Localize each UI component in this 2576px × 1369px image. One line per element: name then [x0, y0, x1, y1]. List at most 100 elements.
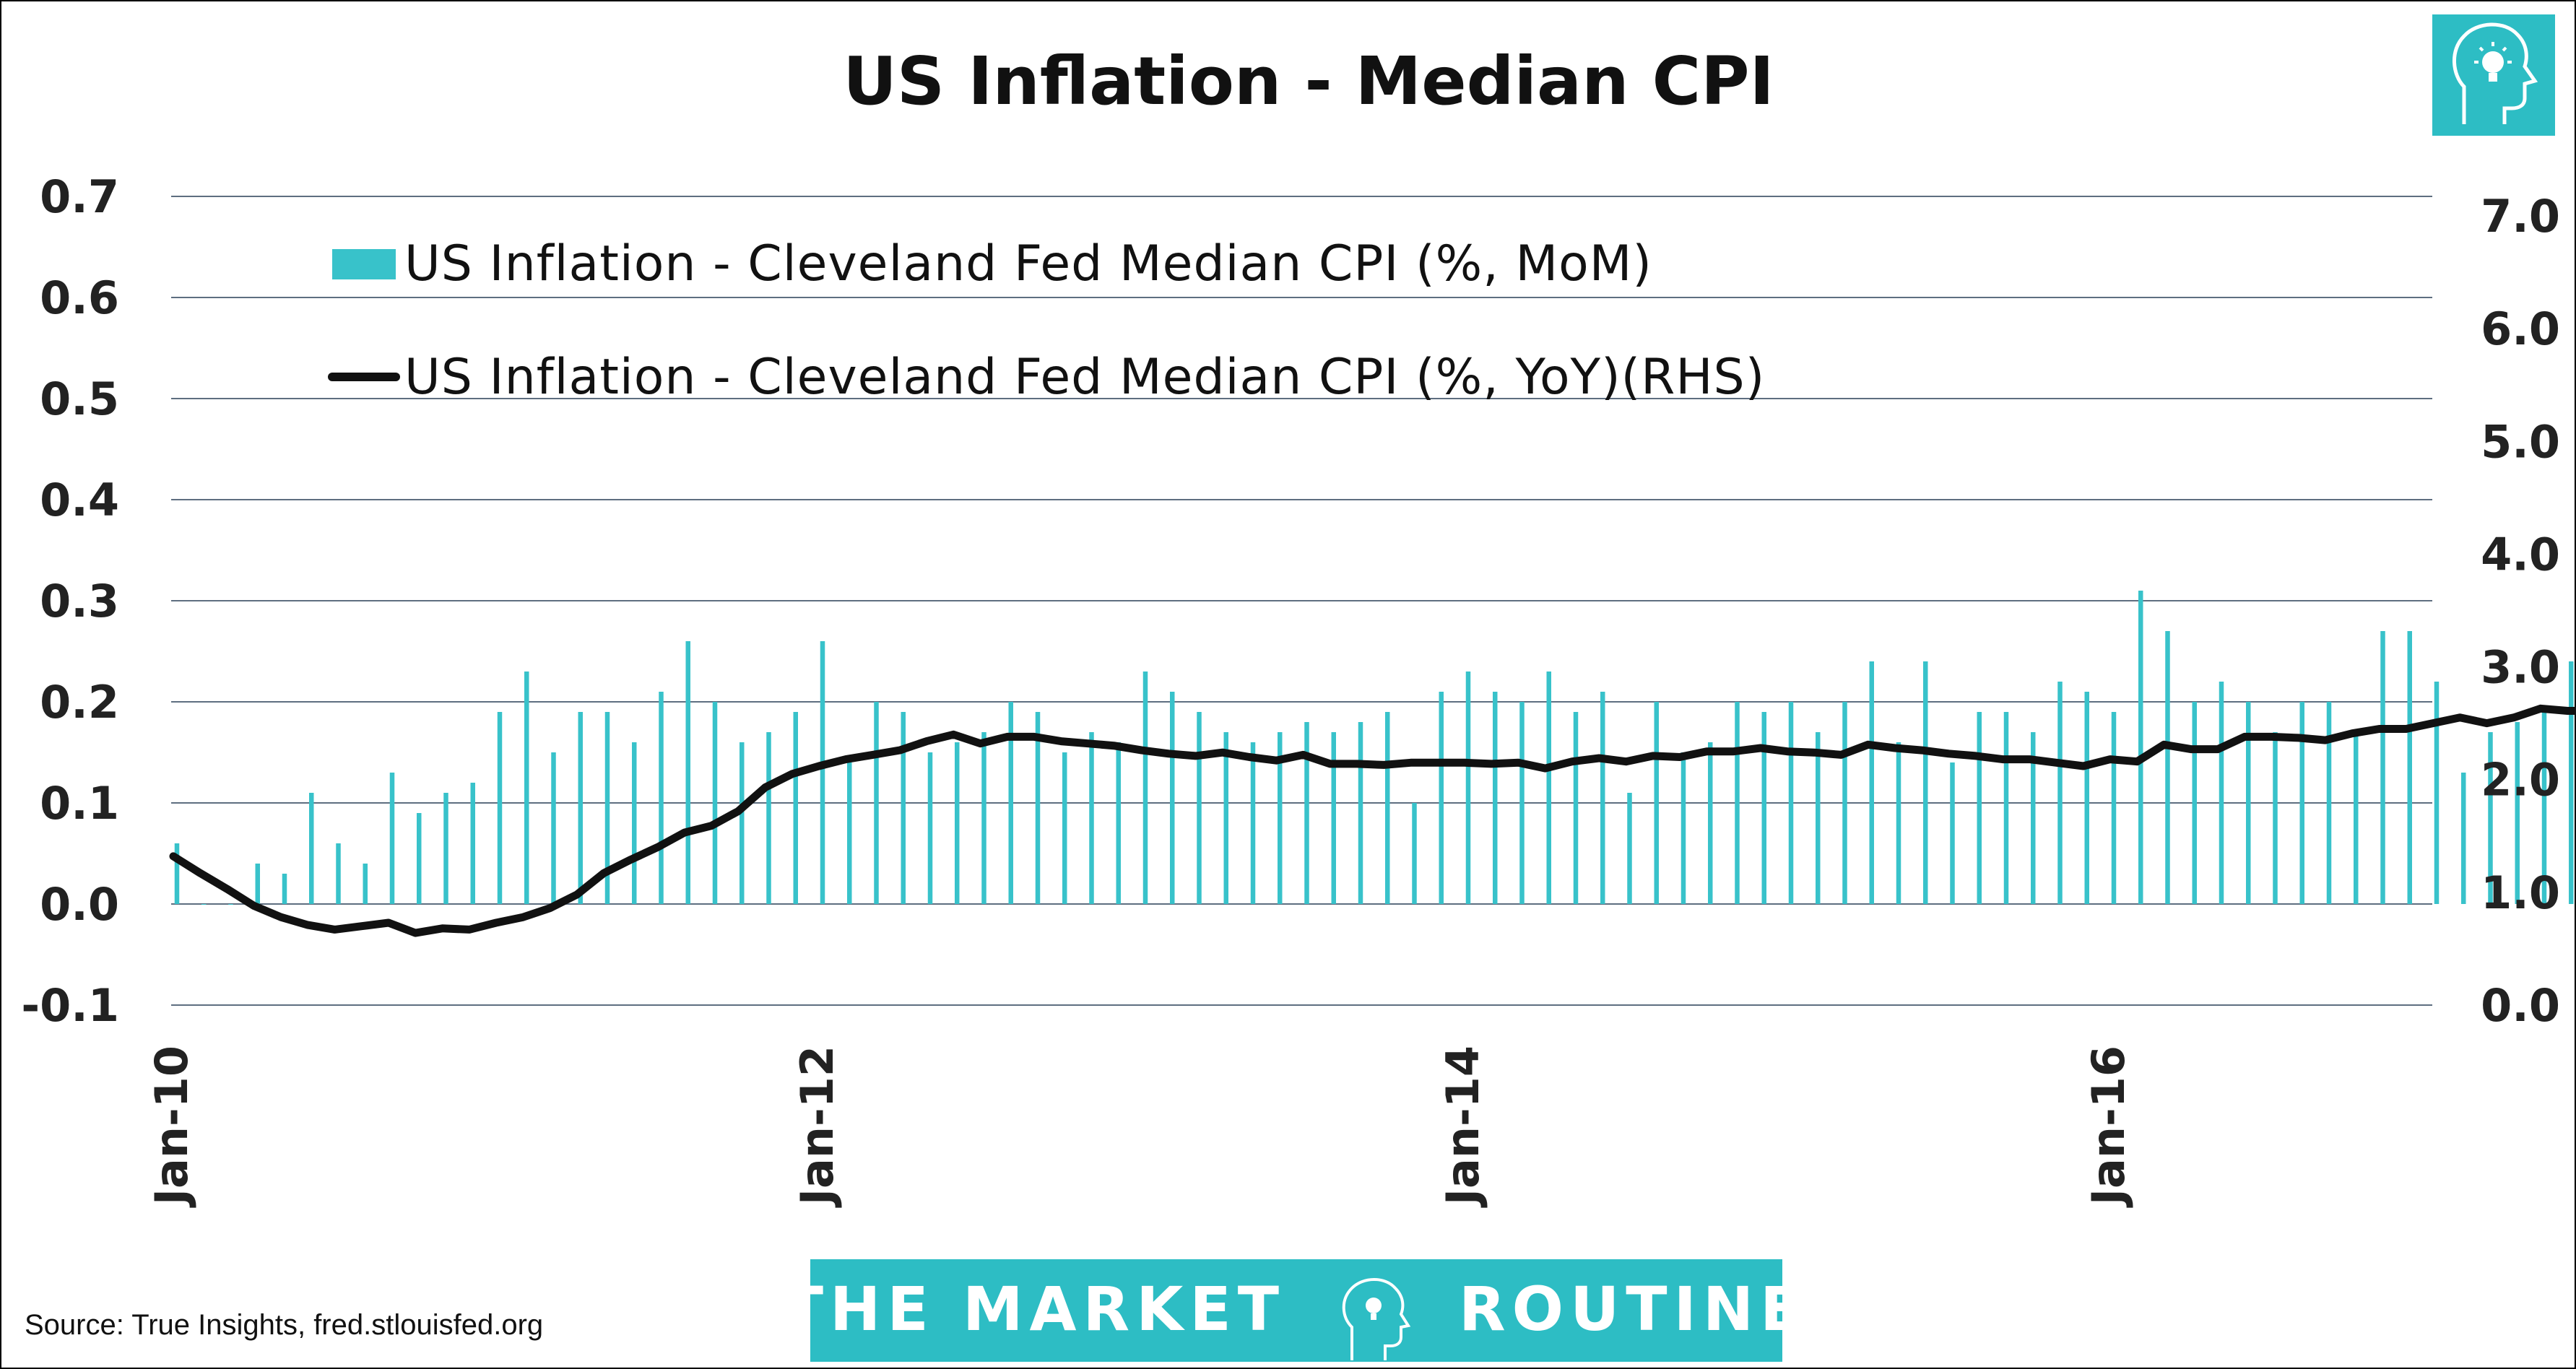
bar — [255, 864, 260, 904]
source-note: Source: True Insights, fred.stlouisfed.o… — [25, 1309, 543, 1341]
x-tick-label: Jan-16 — [2082, 1046, 2135, 1208]
bar — [847, 762, 852, 904]
bar — [2488, 732, 2493, 904]
bar — [740, 742, 745, 904]
bar — [1439, 692, 1444, 904]
bar — [659, 692, 664, 904]
bar — [1331, 732, 1336, 904]
bar — [2380, 631, 2385, 904]
bar — [2246, 702, 2251, 904]
bar — [524, 672, 529, 904]
bar — [901, 712, 906, 904]
yoy-line — [169, 704, 2576, 937]
right-tick-label: 1.0 — [2481, 866, 2560, 919]
bar — [1600, 692, 1605, 904]
bar — [927, 752, 933, 904]
bar — [2354, 732, 2359, 904]
bar — [1089, 732, 1094, 904]
bar-series — [174, 591, 2574, 905]
bar — [1223, 732, 1228, 904]
bar — [685, 641, 690, 904]
bar — [2138, 591, 2143, 904]
bar — [2515, 722, 2520, 904]
bar — [2003, 712, 2009, 904]
bar — [820, 641, 825, 904]
chart-title: US Inflation - Median CPI — [843, 43, 1774, 120]
bar — [2434, 682, 2440, 904]
bar — [1035, 712, 1041, 904]
bar — [766, 732, 771, 904]
x-tick-label: Jan-14 — [1436, 1046, 1489, 1208]
line-series — [169, 704, 2576, 937]
brand-head-icon — [1342, 1278, 1411, 1360]
bar — [1197, 712, 1202, 904]
legend-label-yoy: US Inflation - Cleveland Fed Median CPI … — [404, 349, 1765, 406]
bar — [2084, 692, 2089, 904]
bar — [417, 813, 422, 904]
bar — [981, 732, 986, 904]
bar — [1627, 793, 1632, 904]
bar — [2111, 712, 2117, 904]
bar — [1385, 712, 1390, 904]
bar — [1170, 692, 1175, 904]
bar — [2192, 702, 2197, 904]
bar — [1358, 722, 1363, 904]
left-tick-label: 0.6 — [40, 271, 119, 324]
bar — [309, 793, 314, 904]
bar — [551, 752, 556, 904]
brand-text-left: THE MARKET — [782, 1274, 1285, 1344]
x-tick-label: Jan-10 — [145, 1046, 198, 1208]
bar — [1412, 803, 1417, 904]
bar — [1923, 661, 1928, 904]
bar — [793, 712, 798, 904]
bar — [336, 843, 341, 904]
left-tick-label: 0.7 — [40, 170, 119, 223]
bar — [955, 742, 960, 904]
bar — [712, 702, 718, 904]
right-tick-label: 0.0 — [2481, 979, 2560, 1032]
legend-bar-swatch — [332, 249, 396, 279]
bar — [2326, 702, 2332, 904]
bar — [1654, 702, 1659, 904]
bar — [443, 793, 448, 904]
bar — [2407, 631, 2412, 904]
bar — [1008, 702, 1013, 904]
bar — [2219, 682, 2224, 904]
left-tick-label: -0.1 — [21, 979, 119, 1032]
left-tick-label: 0.4 — [40, 474, 119, 526]
bar — [2541, 712, 2547, 904]
x-tick-label: Jan-12 — [791, 1046, 844, 1208]
bar — [2569, 661, 2574, 904]
right-tick-label: 4.0 — [2481, 528, 2560, 581]
brand-text-right: ROUTINE — [1459, 1274, 1808, 1344]
bar — [389, 773, 395, 904]
bar — [1950, 762, 1955, 904]
bar — [1250, 742, 1256, 904]
left-tick-label: 0.3 — [40, 575, 119, 627]
bar — [201, 904, 207, 905]
legend-label-mom: US Inflation - Cleveland Fed Median CPI … — [404, 235, 1652, 292]
bar — [1869, 661, 1874, 904]
bar — [1816, 732, 1821, 904]
bar — [1278, 732, 1283, 904]
bar — [2057, 682, 2063, 904]
right-tick-label: 2.0 — [2481, 754, 2560, 807]
bar — [1896, 742, 1901, 904]
bar — [604, 712, 610, 904]
bar — [1142, 672, 1148, 904]
bar — [2299, 702, 2304, 904]
bar — [578, 712, 583, 904]
gridlines — [171, 196, 2432, 1006]
left-tick-label: 0.1 — [40, 777, 119, 830]
bar — [1465, 672, 1471, 904]
right-tick-label: 6.0 — [2481, 303, 2560, 355]
brand-banner: THE MARKET ROUTINE — [782, 1259, 1808, 1362]
bar — [497, 712, 503, 904]
bar — [470, 783, 475, 904]
bar — [1546, 672, 1551, 904]
bar — [632, 742, 637, 904]
left-tick-label: 0.5 — [40, 373, 119, 425]
bar — [1519, 702, 1525, 904]
